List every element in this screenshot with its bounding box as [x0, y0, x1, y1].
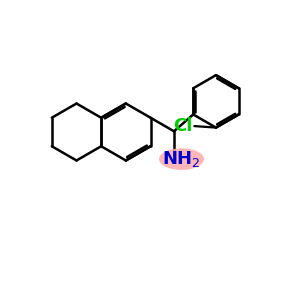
Ellipse shape [159, 148, 204, 170]
Text: NH$_2$: NH$_2$ [162, 149, 201, 169]
Text: Cl: Cl [173, 117, 193, 135]
